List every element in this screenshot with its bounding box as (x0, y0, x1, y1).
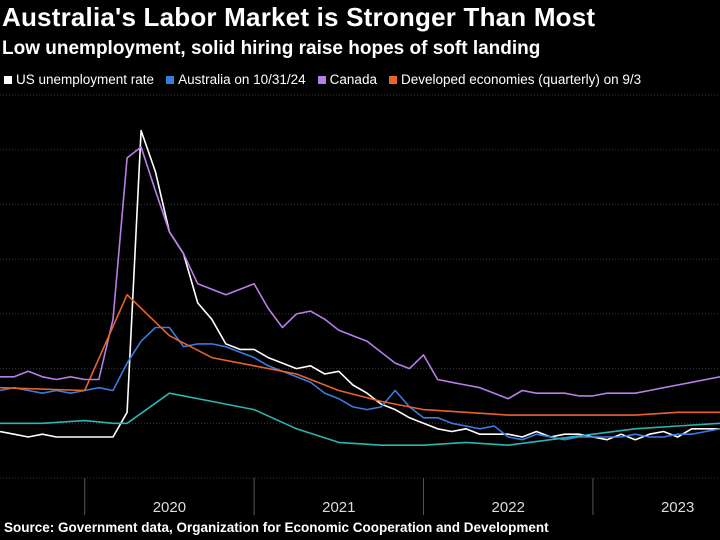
x-tick-label-2023: 2023 (661, 499, 694, 516)
chart-subtitle: Low unemployment, solid hiring raise hop… (2, 38, 541, 59)
legend-label-canada: Canada (329, 72, 377, 87)
legend-label-australia: Australia on 10/31/24 (178, 72, 306, 87)
legend-item-canada: Canada (317, 72, 377, 87)
legend-item-us: US unemployment rate (4, 72, 154, 87)
legend-swatch-us (4, 75, 12, 84)
legend-label-us: US unemployment rate (16, 72, 155, 87)
series-line-canada (0, 146, 720, 400)
series-line-developed (0, 293, 720, 416)
legend-item-developed: Developed economies (quarterly) on 9/3 (388, 72, 642, 87)
legend-swatch-australia (166, 75, 175, 84)
legend-label-developed: Developed economies (quarterly) on 9/3 (400, 72, 642, 87)
x-tick-label-2021: 2021 (322, 499, 355, 516)
series-line-australia (0, 326, 720, 441)
series-line-us (0, 129, 720, 441)
series-line-teal (0, 392, 720, 447)
legend-item-australia: Australia on 10/31/24 (166, 72, 306, 87)
source-note: Source: Government data, Organization fo… (4, 520, 549, 535)
x-tick-label-2022: 2022 (492, 499, 525, 516)
legend: US unemployment rate Australia on 10/31/… (4, 72, 641, 87)
legend-swatch-developed (388, 75, 397, 84)
legend-swatch-canada (317, 75, 326, 84)
x-tick-label-2020: 2020 (153, 499, 186, 516)
chart-title: Australia's Labor Market is Stronger Tha… (2, 2, 596, 32)
